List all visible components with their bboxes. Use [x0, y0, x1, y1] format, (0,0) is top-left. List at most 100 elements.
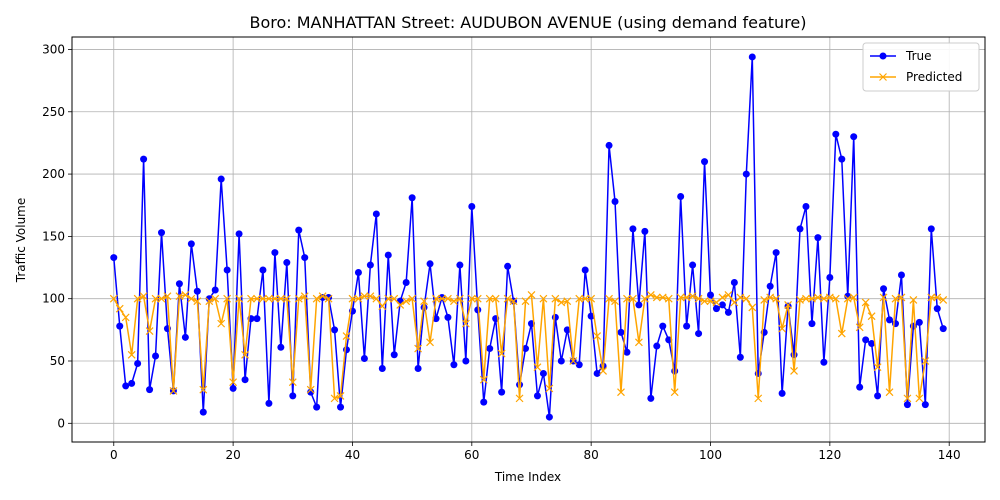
data-point-true	[116, 322, 124, 330]
data-point-true	[659, 322, 667, 330]
data-point-predicted	[634, 338, 643, 347]
data-point-predicted	[157, 294, 166, 303]
data-point-predicted	[879, 293, 888, 302]
legend-box	[862, 42, 980, 92]
data-point-true	[301, 254, 309, 262]
data-point-predicted	[390, 294, 399, 303]
data-point-predicted	[503, 294, 512, 303]
data-point-true	[265, 399, 273, 407]
data-point-predicted	[623, 294, 631, 303]
data-point-true	[259, 266, 267, 274]
data-point-predicted	[402, 297, 411, 306]
data-point-predicted	[276, 294, 285, 303]
data-point-true	[539, 369, 547, 377]
data-point-predicted	[414, 344, 423, 353]
data-point-true	[653, 342, 661, 350]
data-point-true	[748, 53, 756, 61]
data-point-true	[712, 305, 720, 313]
data-point-true	[390, 351, 398, 359]
data-point-true	[462, 357, 470, 365]
data-point-predicted	[825, 293, 834, 302]
data-point-true	[683, 322, 691, 330]
data-point-true	[426, 260, 434, 268]
data-point-true	[605, 141, 613, 149]
data-point-true	[671, 367, 679, 375]
data-point-predicted	[819, 294, 828, 303]
data-point-predicted	[354, 294, 363, 303]
chart-title: Boro: MANHATTAN Street: AUDUBON AVENUE (…	[249, 13, 806, 32]
data-point-true	[772, 249, 780, 257]
data-point-predicted	[169, 386, 178, 395]
data-point-true	[456, 261, 464, 269]
data-point-predicted	[569, 357, 578, 365]
data-point-true	[158, 229, 166, 237]
data-point-predicted	[784, 300, 793, 309]
plot-frame	[71, 36, 986, 443]
data-point-true	[593, 369, 601, 377]
data-point-predicted	[133, 294, 142, 303]
data-point-true	[366, 261, 374, 269]
data-point-true	[140, 155, 148, 163]
x-tick-label: 120	[818, 448, 841, 462]
data-point-predicted	[109, 294, 118, 303]
data-point-predicted	[479, 375, 488, 384]
series-layer	[109, 53, 948, 421]
data-point-true	[146, 386, 154, 394]
data-point-predicted	[318, 292, 327, 301]
data-point-predicted	[688, 292, 697, 301]
data-point-predicted	[682, 293, 691, 302]
data-point-true	[647, 394, 655, 402]
data-point-true	[408, 194, 416, 202]
data-point-true	[372, 210, 380, 218]
data-point-predicted	[640, 294, 649, 303]
data-point-true	[868, 340, 876, 348]
data-point-predicted	[444, 294, 452, 303]
y-tick-label: 250	[42, 105, 65, 119]
data-point-true	[342, 346, 350, 354]
data-point-true	[313, 403, 321, 411]
data-point-true	[808, 320, 816, 328]
data-point-predicted	[831, 294, 840, 303]
x-tick-label: 100	[699, 448, 722, 462]
data-point-true	[307, 388, 315, 396]
data-point-true	[486, 345, 494, 353]
data-point-true	[229, 384, 237, 392]
data-point-true	[557, 357, 565, 365]
data-point-true	[128, 379, 136, 387]
data-point-predicted	[449, 297, 458, 306]
data-point-true	[438, 293, 446, 301]
data-point-true	[277, 343, 285, 351]
legend: True Predicted	[862, 42, 980, 92]
data-point-predicted	[467, 294, 476, 303]
data-point-predicted	[730, 298, 739, 307]
data-point-predicted	[426, 338, 434, 347]
x-tick-label: 0	[110, 448, 118, 462]
data-point-predicted	[742, 294, 751, 303]
data-point-true	[575, 361, 583, 369]
data-point-true	[850, 133, 858, 141]
data-point-predicted	[575, 294, 584, 303]
data-point-true	[331, 326, 339, 334]
data-point-true	[736, 353, 744, 361]
data-point-predicted	[617, 388, 625, 397]
data-point-true	[832, 130, 840, 138]
data-point-true	[450, 361, 458, 369]
data-point-true	[563, 326, 571, 334]
y-tick-label: 200	[42, 167, 65, 181]
data-point-true	[641, 227, 649, 235]
data-point-predicted	[491, 294, 500, 303]
data-point-true	[498, 388, 506, 396]
data-point-predicted	[259, 294, 267, 303]
data-point-true	[414, 364, 422, 372]
data-point-predicted	[629, 294, 637, 303]
data-point-true	[444, 313, 452, 321]
data-point-predicted	[205, 297, 214, 306]
data-point-predicted	[754, 394, 763, 403]
data-point-predicted	[312, 294, 321, 303]
data-point-predicted	[891, 294, 900, 303]
data-point-predicted	[897, 293, 906, 302]
x-tick-label: 60	[464, 448, 479, 462]
data-point-predicted	[700, 297, 709, 306]
data-point-predicted	[778, 324, 787, 333]
data-point-true	[826, 274, 834, 282]
